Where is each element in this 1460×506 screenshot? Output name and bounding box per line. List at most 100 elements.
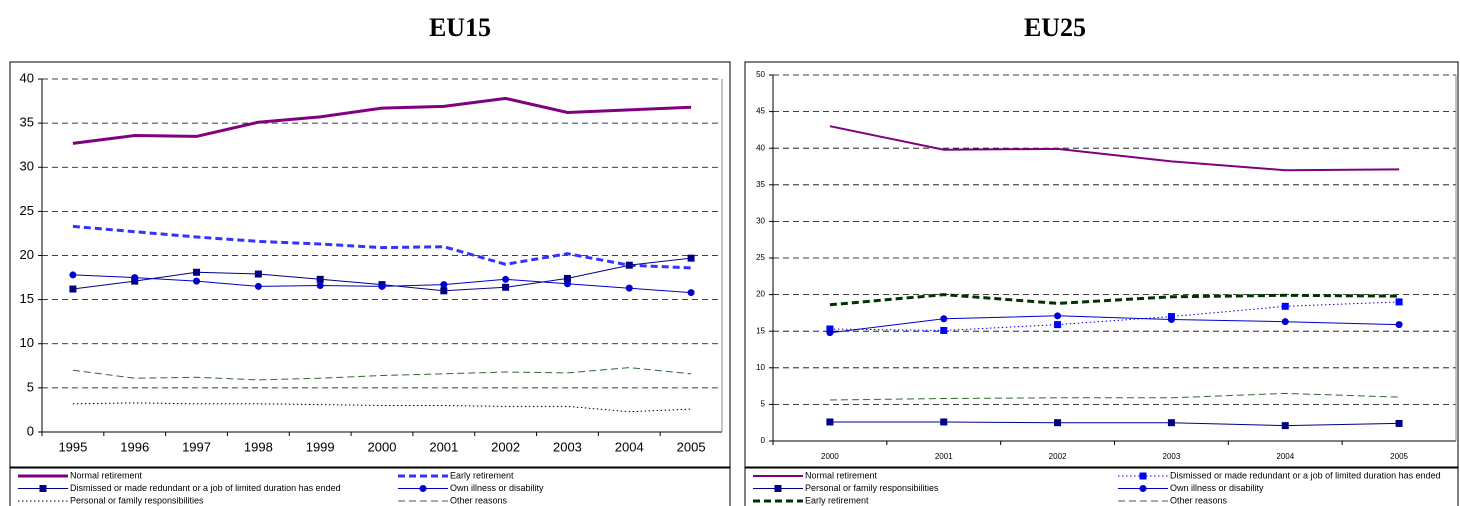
y-tick-label: 5: [761, 400, 766, 409]
marker: [1281, 422, 1289, 430]
marker: [940, 326, 948, 334]
y-tick-label: 10: [20, 335, 34, 350]
x-tick-label: 1995: [58, 439, 87, 454]
marker: [254, 282, 262, 290]
series: [826, 418, 1403, 430]
y-tick-label: 50: [756, 70, 765, 79]
series-line: [829, 125, 1400, 172]
y-tick-label: 25: [20, 203, 34, 218]
marker: [940, 315, 948, 323]
legend-label: Other reasons: [1170, 495, 1228, 505]
x-tick-label: 2005: [1390, 452, 1408, 461]
chart-title: EU25: [1024, 13, 1086, 42]
legend-label: Own illness or disability: [1170, 483, 1264, 493]
x-tick-label: 2000: [368, 439, 397, 454]
y-tick-label: 30: [20, 159, 34, 174]
series: [72, 367, 692, 381]
marker: [625, 284, 633, 292]
series-line: [72, 96, 692, 145]
x-tick-label: 2002: [1049, 452, 1067, 461]
marker: [316, 282, 324, 290]
series: [72, 96, 692, 145]
marker: [826, 418, 834, 426]
y-tick-label: 40: [756, 143, 765, 152]
x-tick-label: 2000: [821, 452, 839, 461]
legend-label: Normal retirement: [70, 470, 143, 480]
y-tick-label: 20: [756, 290, 765, 299]
marker: [625, 261, 633, 269]
x-tick-label: 2002: [491, 439, 520, 454]
legend-marker: [39, 485, 47, 492]
marker: [826, 325, 834, 333]
y-tick-label: 0: [27, 423, 34, 438]
chart-panel: [744, 61, 1459, 469]
legend-label: Own illness or disability: [450, 483, 544, 493]
legend-box: [9, 466, 731, 506]
y-tick-label: 45: [756, 107, 765, 116]
x-tick-label: 2001: [935, 452, 953, 461]
x-tick-label: 2005: [677, 439, 706, 454]
marker: [1281, 318, 1289, 326]
y-tick-label: 35: [20, 115, 34, 130]
series-line: [829, 421, 1400, 427]
y-tick-label: 15: [20, 291, 34, 306]
legend-label: Personal or family responsibilities: [70, 495, 204, 505]
series-line: [829, 315, 1400, 334]
marker: [378, 282, 386, 290]
series-line: [829, 392, 1400, 401]
marker: [69, 285, 77, 293]
series: [829, 125, 1400, 172]
marker: [69, 271, 77, 279]
marker: [131, 277, 139, 285]
marker: [1167, 315, 1175, 323]
marker: [563, 280, 571, 288]
marker: [826, 329, 834, 337]
series-line: [72, 402, 692, 413]
marker: [1395, 298, 1403, 306]
x-tick-label: 1997: [182, 439, 211, 454]
x-tick-label: 2003: [553, 439, 582, 454]
series: [826, 298, 1403, 334]
x-tick-label: 2004: [615, 439, 644, 454]
marker: [1167, 419, 1175, 427]
y-tick-label: 0: [761, 436, 766, 445]
series-line: [829, 301, 1400, 332]
y-tick-label: 20: [20, 247, 34, 262]
legend-box: [744, 466, 1459, 506]
legend-label: Dismissed or made redundant or a job of …: [70, 483, 341, 493]
x-tick-label: 1998: [244, 439, 273, 454]
marker: [193, 268, 201, 276]
series: [826, 312, 1403, 337]
y-tick-label: 10: [756, 363, 765, 372]
marker: [193, 277, 201, 285]
marker: [687, 289, 695, 297]
marker: [1054, 312, 1062, 320]
y-tick-label: 15: [756, 326, 765, 335]
marker: [1281, 302, 1289, 310]
legend-label: Other reasons: [450, 495, 508, 505]
series-line: [72, 224, 692, 270]
x-tick-label: 1996: [120, 439, 149, 454]
chart-title: EU15: [429, 13, 491, 42]
marker: [440, 281, 448, 289]
x-tick-label: 2001: [429, 439, 458, 454]
legend-marker: [774, 485, 782, 492]
series-line: [72, 367, 692, 381]
legend-label: Early retirement: [805, 495, 869, 505]
series: [72, 224, 692, 270]
chart-panel: [9, 61, 731, 469]
marker: [687, 254, 695, 262]
legend-label: Normal retirement: [805, 470, 878, 480]
marker: [1054, 419, 1062, 427]
y-tick-label: 35: [756, 180, 765, 189]
marker: [502, 283, 510, 291]
marker: [1395, 321, 1403, 329]
y-tick-label: 40: [20, 70, 34, 85]
legend-marker: [1139, 485, 1147, 492]
marker: [940, 418, 948, 426]
marker: [502, 275, 510, 283]
series: [69, 271, 695, 297]
legend-label: Dismissed or made redundant or a job of …: [1170, 470, 1441, 480]
